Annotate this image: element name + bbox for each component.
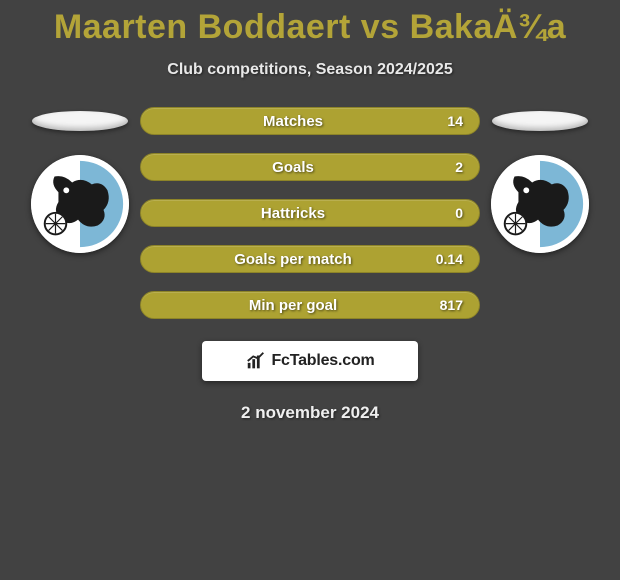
brand-text: FcTables.com (271, 352, 374, 370)
left-side (20, 107, 140, 253)
left-club-badge (31, 155, 129, 253)
stat-row: Goals per match 0.14 (140, 245, 480, 273)
stat-value: 0.14 (429, 251, 463, 267)
stat-label: Hattricks (157, 205, 429, 222)
stat-value: 817 (429, 297, 463, 313)
left-flag (32, 111, 128, 131)
stat-label: Goals (157, 159, 429, 176)
date-line: 2 november 2024 (0, 403, 620, 423)
chart-icon (245, 350, 267, 372)
stat-row: Goals 2 (140, 153, 480, 181)
stat-label: Goals per match (157, 251, 429, 268)
right-club-badge (491, 155, 589, 253)
stat-row: Matches 14 (140, 107, 480, 135)
stat-value: 14 (429, 113, 463, 129)
stat-value: 2 (429, 159, 463, 175)
stats-column: Matches 14 Goals 2 Hattricks 0 Goals per… (140, 107, 480, 319)
right-flag (492, 111, 588, 131)
subtitle: Club competitions, Season 2024/2025 (0, 61, 620, 79)
brand-logo[interactable]: FcTables.com (202, 341, 418, 381)
comparison-container: Matches 14 Goals 2 Hattricks 0 Goals per… (0, 107, 620, 319)
stat-label: Matches (157, 113, 429, 130)
stat-row: Min per goal 817 (140, 291, 480, 319)
stat-label: Min per goal (157, 297, 429, 314)
stat-value: 0 (429, 205, 463, 221)
stat-row: Hattricks 0 (140, 199, 480, 227)
page-title: Maarten Boddaert vs BakaÄ¾a (0, 0, 620, 47)
right-side (480, 107, 600, 253)
